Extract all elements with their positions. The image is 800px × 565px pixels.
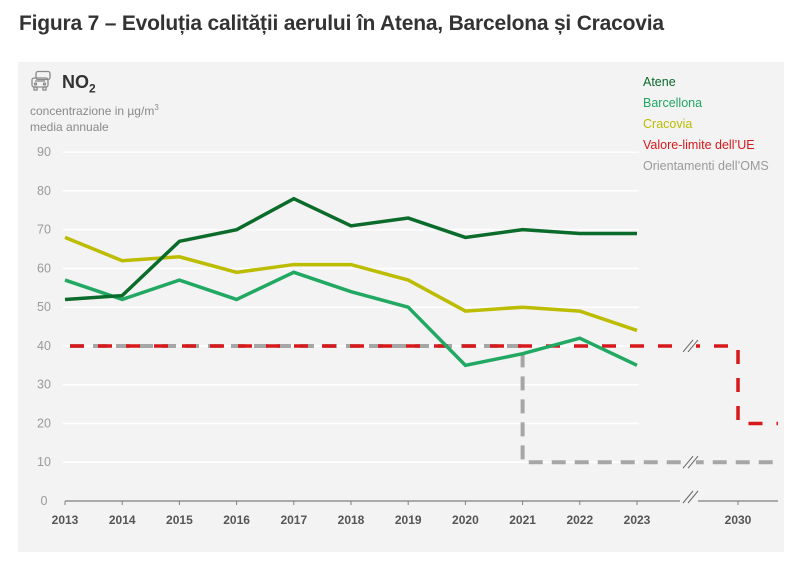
x-tick-label: 2019	[395, 513, 422, 527]
legend: Atene Barcellona Cracovia Valore-limite …	[643, 72, 769, 177]
x-tick-label: 2022	[566, 513, 593, 527]
pollutant-name: NO2	[62, 72, 96, 96]
unit-superscript: 3	[154, 103, 159, 112]
y-tick-label: 80	[37, 184, 51, 198]
y-tick-label: 30	[37, 378, 51, 392]
legend-item-eu-limit: Valore-limite dell’UE	[643, 138, 755, 152]
x-tick-label: 2020	[452, 513, 479, 527]
x-tick-label: 2030	[725, 513, 752, 527]
y-tick-label: 10	[37, 455, 51, 469]
series-line-barcellona	[64, 270, 638, 368]
y-tick-label: 20	[37, 416, 51, 430]
x-tick-label: 2018	[338, 513, 365, 527]
pollutant-symbol: NO	[62, 71, 89, 92]
y-tick-label: 50	[37, 300, 51, 314]
pollutant-header: NO2	[30, 70, 96, 97]
series-line-atene	[64, 196, 637, 302]
axis-break-mark	[687, 490, 699, 504]
y-tick-label: 60	[37, 261, 51, 275]
y-tick-label: 0	[41, 494, 48, 508]
who-guideline-line	[70, 343, 778, 465]
unit-line-1: concentrazione in µg/m3	[30, 100, 159, 119]
x-tick-label: 2023	[624, 513, 651, 527]
x-tick-label: 2014	[109, 513, 136, 527]
car-icon	[30, 70, 54, 97]
y-tick-label: 90	[37, 145, 51, 159]
pollutant-subscript: 2	[89, 81, 96, 96]
axis-break-mark	[682, 490, 694, 504]
unit-label: concentrazione in µg/m3 media annuale	[30, 100, 159, 135]
axis-break-mark	[682, 339, 694, 353]
x-tick-label: 2013	[52, 513, 79, 527]
x-tick-label: 2016	[223, 513, 250, 527]
x-tick-label: 2017	[280, 513, 307, 527]
y-tick-label: 70	[37, 223, 51, 237]
x-tick-label: 2015	[166, 513, 193, 527]
axis-break-mark	[682, 455, 694, 469]
eu-limit-line	[70, 344, 778, 426]
legend-item-who-guideline: Orientamenti dell’OMS	[643, 159, 769, 173]
axis-break-mark	[687, 455, 699, 469]
y-tick-label: 40	[37, 339, 51, 353]
legend-item-cracovia: Cracovia	[643, 117, 693, 131]
figure-title: Figura 7 – Evoluția calității aerului în…	[19, 12, 664, 35]
legend-item-atene: Atene	[643, 75, 676, 89]
x-tick-label: 2021	[509, 513, 536, 527]
unit-text: concentrazione in µg/m	[30, 104, 155, 118]
series-line-cracovia	[64, 235, 638, 333]
axis-break-mark	[687, 339, 699, 353]
legend-item-barcellona: Barcellona	[643, 96, 703, 110]
unit-line-2: media annuale	[30, 120, 109, 134]
